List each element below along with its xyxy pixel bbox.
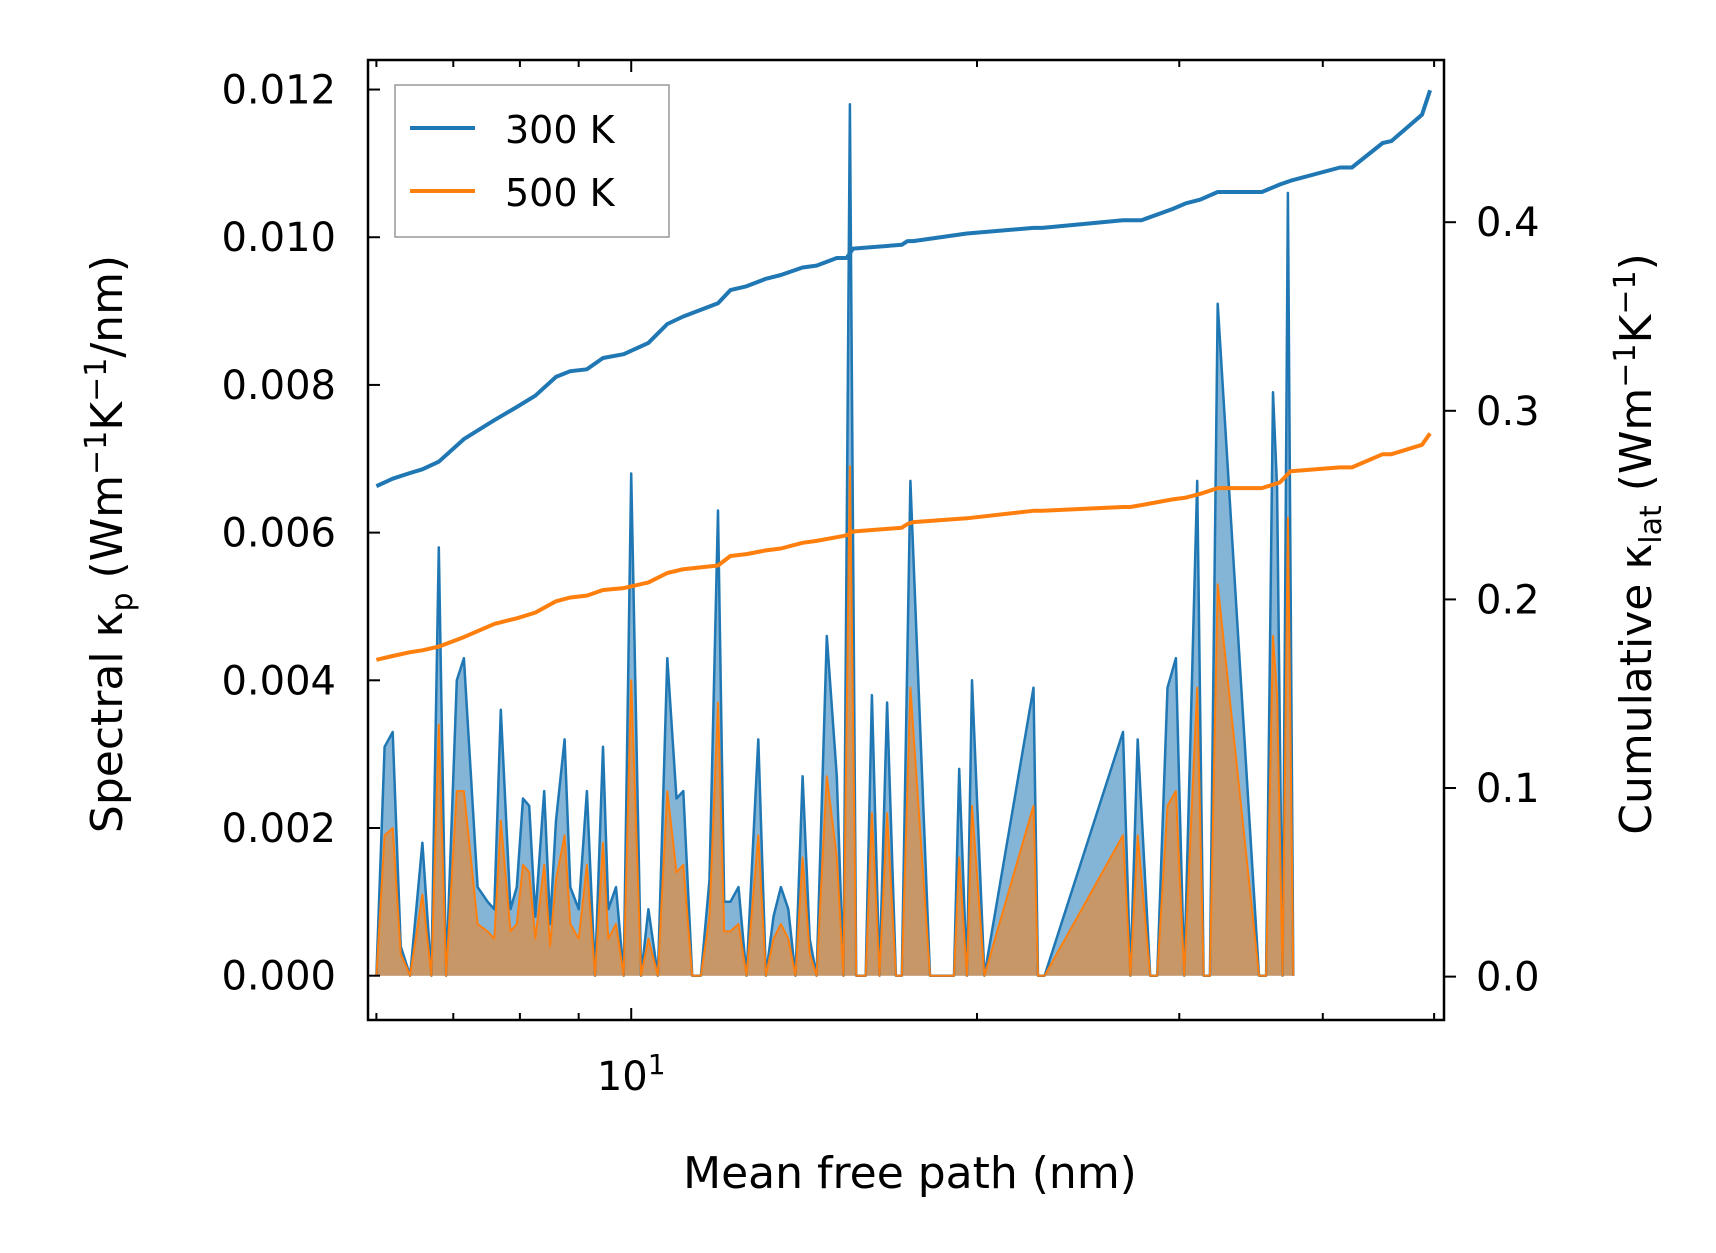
left-y-tick-labels: 0.000 0.002 0.004 0.006 0.008 0.010 0.012 [221, 68, 336, 1000]
x-tick-base: 10 [597, 1054, 648, 1100]
left-y-tick-label: 0.010 [221, 215, 336, 261]
left-y-tick-label: 0.012 [221, 68, 336, 114]
right-y-tick-label: 0.2 [1476, 577, 1540, 623]
legend: 300 K 500 K [394, 84, 670, 238]
left-y-tick-label: 0.006 [221, 511, 336, 557]
right-y-tick-label: 0.4 [1476, 200, 1540, 246]
spectral-line-500k [375, 465, 1295, 977]
right-y-tick-label: 0.1 [1476, 766, 1540, 812]
plot-frame [366, 58, 1446, 1022]
spectral-line-layer [375, 103, 1295, 977]
right-y-tick-label: 0.0 [1476, 955, 1540, 1001]
cumulative-line-300k [375, 89, 1432, 489]
left-y-axis-label: Spectral κp (Wm−1K−1/nm) [79, 255, 140, 833]
legend-label-300k: 300 K [505, 108, 616, 152]
left-y-tick-label: 0.002 [221, 806, 336, 852]
legend-label-500k: 500 K [505, 171, 616, 215]
x-axis-label: Mean free path (nm) [683, 1148, 1137, 1199]
left-y-tick-label: 0.008 [221, 363, 336, 409]
left-y-tick-label: 0.004 [221, 658, 336, 704]
spectral-line-300k [375, 103, 1295, 977]
x-tick-exponent: 1 [648, 1048, 666, 1081]
right-y-tick-labels: 0.0 0.1 0.2 0.3 0.4 [1476, 200, 1540, 1000]
right-y-tick-label: 0.3 [1476, 389, 1540, 435]
right-y-axis-label: Cumulative κlat (Wm−1K−1) [1608, 253, 1669, 835]
cumulative-line-layer [375, 89, 1432, 662]
axis-ticks [368, 60, 1456, 1020]
x-tick-label-10: 101 [597, 1048, 666, 1100]
legend-box [394, 84, 670, 238]
cumulative-line-500k [375, 432, 1432, 662]
left-y-tick-label: 0.000 [221, 954, 336, 1000]
